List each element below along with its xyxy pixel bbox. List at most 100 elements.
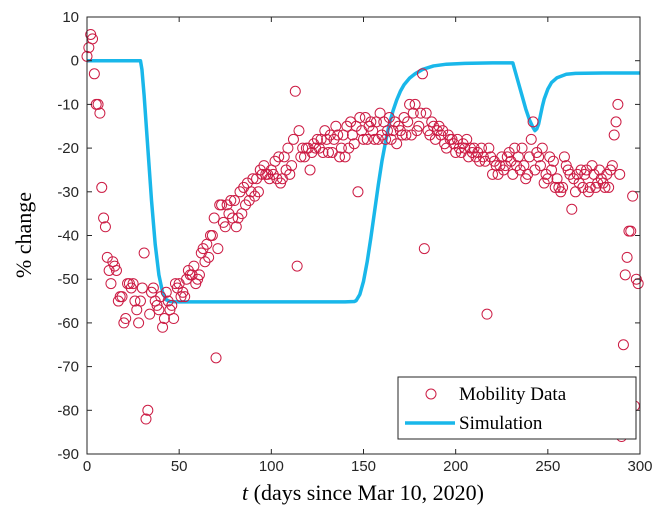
mobility-point [619, 269, 631, 281]
x-tick-label: 150 [351, 458, 376, 475]
mobility-point [529, 164, 541, 176]
y-tick-label: -40 [57, 228, 79, 245]
mobility-point [179, 291, 191, 303]
mobility-point [402, 116, 414, 128]
y-tick-label: 0 [71, 53, 79, 70]
mobility-point [617, 339, 629, 351]
y-tick-label: -60 [57, 315, 79, 332]
x-tick-label: 250 [535, 458, 560, 475]
mobility-point [415, 107, 427, 119]
mobility-point [610, 116, 622, 128]
mobility-point [317, 146, 329, 158]
mobility-point [129, 295, 141, 307]
mobility-point [295, 151, 307, 163]
mobility-point [157, 321, 169, 333]
mobility-point [599, 181, 611, 193]
mobility-point [621, 251, 633, 263]
mobility-point [110, 264, 122, 276]
mobility-point [405, 129, 417, 141]
mobility-point [332, 129, 344, 141]
mobility-point [203, 251, 215, 263]
mobility-point [284, 168, 296, 180]
mobility-point [387, 125, 399, 137]
mobility-point [98, 212, 110, 224]
legend-label-mobility: Mobility Data [459, 384, 567, 405]
mobility-point [546, 164, 558, 176]
mobility-point [499, 160, 511, 172]
mobility-point [632, 278, 644, 290]
mobility-point [396, 129, 408, 141]
mobility-point [614, 168, 626, 180]
mobility-point [429, 133, 441, 145]
x-tick-label: 300 [627, 458, 652, 475]
mobility-point [273, 151, 285, 163]
mobility-point [88, 68, 100, 80]
mobility-point [551, 173, 563, 185]
mobility-point [407, 107, 419, 119]
y-tick-label: -20 [57, 140, 79, 157]
x-tick-label: 0 [83, 458, 91, 475]
mobility-point [168, 313, 180, 325]
y-tick-label: -10 [57, 96, 79, 113]
mobility-point [343, 142, 355, 154]
mobility-point [127, 278, 139, 290]
mobility-point [383, 112, 395, 124]
mobility-point [304, 164, 316, 176]
mobility-point [481, 308, 493, 320]
mobility-point [293, 125, 305, 137]
y-tick-label: -90 [57, 446, 79, 463]
mobility-point [416, 68, 428, 80]
mobility-point [627, 190, 639, 202]
mobility-point [136, 282, 148, 294]
mobility-point [208, 212, 220, 224]
mobility-point [105, 278, 117, 290]
legend: Mobility Data Simulation [397, 376, 637, 440]
mobility-point [116, 291, 128, 303]
mobility-point [558, 151, 570, 163]
legend-marker-mobility [425, 388, 437, 400]
mobility-point [418, 243, 430, 255]
y-axis-title: % change [11, 192, 36, 278]
mobility-point [608, 129, 620, 141]
mobility-point [210, 352, 222, 364]
mobility-point [391, 138, 403, 150]
mobility-point [216, 199, 228, 211]
mobility-point [243, 195, 255, 207]
mobility-point [420, 107, 432, 119]
mobility-point [206, 230, 218, 241]
mobility-point [138, 247, 150, 259]
mobility-point [606, 160, 618, 172]
mobility-point [492, 168, 504, 180]
mobility-point [330, 120, 342, 132]
mobility-point [483, 142, 495, 154]
mobility-point [413, 120, 425, 132]
mobility-point [603, 181, 615, 193]
mobility-point [577, 181, 589, 193]
mobility-point [358, 133, 369, 145]
legend-box [397, 376, 637, 440]
mobility-point [87, 33, 99, 45]
mobility-point [147, 282, 159, 294]
mobility-point [99, 221, 111, 233]
mobility-point [352, 186, 364, 198]
tick-labels-layer: 0 50 100 150 200 250 300100-10-20-30-40-50-60-… [57, 9, 652, 475]
mobility-point [287, 133, 299, 145]
mobility-point [286, 160, 298, 172]
mobility-point [547, 155, 559, 167]
mobility-point [228, 195, 240, 207]
mobility-point [120, 313, 132, 325]
mobility-point [516, 142, 528, 154]
mobility-point [140, 413, 152, 425]
mobility-point [252, 186, 264, 198]
mobility-point [282, 142, 294, 154]
x-tick-label: 200 [443, 458, 468, 475]
mobility-point [534, 160, 546, 172]
mobility-point [92, 98, 104, 110]
mobility-point [319, 125, 331, 137]
mobility-point [144, 308, 156, 320]
mobility-point [133, 317, 145, 329]
mobility-point [334, 151, 346, 163]
mobility-point [348, 138, 360, 150]
mobility-point [297, 142, 309, 154]
simulation-layer [87, 58, 640, 304]
